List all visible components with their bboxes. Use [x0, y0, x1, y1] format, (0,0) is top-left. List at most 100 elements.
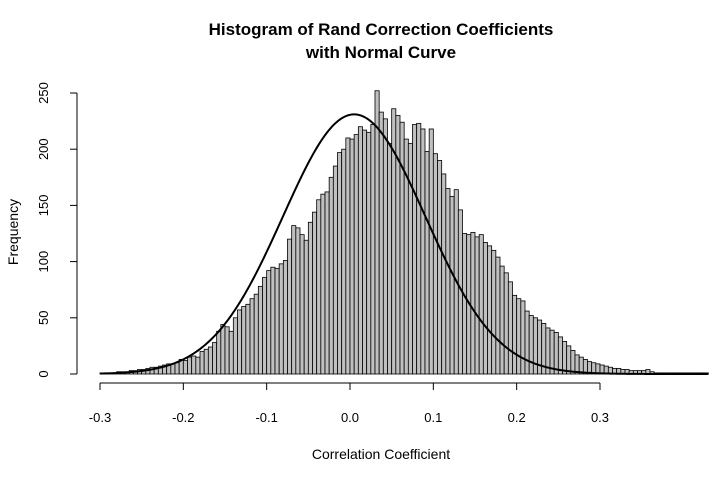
histogram-bar [207, 346, 213, 375]
histogram-bar [237, 309, 243, 375]
histogram-bar [487, 245, 493, 375]
histogram-bar [203, 348, 209, 375]
histogram-bar [432, 153, 438, 375]
histogram-bar [191, 355, 197, 375]
histogram-bar [195, 356, 201, 375]
histogram-bar [362, 129, 368, 375]
histogram-bar [387, 143, 393, 375]
histogram-bar [407, 143, 413, 375]
histogram-bar [232, 317, 238, 375]
histogram-bar [170, 363, 176, 375]
histogram-bar [241, 306, 247, 375]
histogram-bar [253, 293, 259, 375]
histogram-bar [299, 234, 305, 375]
histogram-bar [328, 176, 334, 375]
chart-subtitle: with Normal Curve [305, 43, 456, 62]
histogram-bar [516, 298, 522, 375]
x-tick-label: -0.3 [89, 410, 111, 425]
y-tick-label: 50 [36, 311, 51, 325]
histogram-bar [491, 249, 497, 375]
x-tick-label: 0.2 [508, 410, 526, 425]
histogram-bar [478, 234, 484, 375]
histogram-bar [562, 340, 568, 375]
x-tick-label: 0.0 [341, 410, 359, 425]
histogram-bar [428, 128, 434, 375]
histogram-bar [566, 345, 572, 375]
histogram-bar [503, 272, 509, 375]
histogram-bar [212, 342, 218, 375]
histogram-bar [282, 260, 288, 375]
x-tick-label: 0.1 [424, 410, 442, 425]
histogram-bar [424, 151, 430, 375]
histogram-bar [287, 238, 293, 375]
x-tick-label: -0.1 [255, 410, 277, 425]
histogram-bar [399, 121, 405, 375]
y-axis-label: Frequency [5, 199, 21, 265]
histogram-bar [366, 131, 372, 375]
histogram-bar [332, 165, 338, 375]
histogram-bar [257, 285, 263, 375]
histogram-bar [337, 152, 343, 375]
y-tick-label: 100 [36, 251, 51, 273]
histogram-bar [499, 265, 505, 375]
histogram-bar [182, 360, 188, 375]
histogram-bar [262, 276, 268, 375]
histogram-bar [278, 263, 284, 375]
histogram-bar [291, 225, 297, 375]
histogram-bar [416, 122, 422, 375]
histogram-bar [520, 300, 526, 375]
histogram-bar [512, 294, 518, 375]
histogram-bar [249, 298, 255, 375]
histogram-bar [370, 124, 376, 375]
histogram-bar [570, 349, 576, 375]
histogram-bar [441, 173, 447, 375]
histogram-bar [474, 236, 480, 375]
histogram-bar [524, 310, 530, 375]
histogram-bar [507, 281, 513, 375]
histogram-bar [528, 315, 534, 375]
histogram-bar [224, 326, 230, 375]
histogram-bar [187, 356, 193, 375]
histogram-bar [345, 137, 351, 375]
histogram-bar [295, 227, 301, 375]
histogram-bar [557, 336, 563, 375]
x-tick-label: -0.2 [172, 410, 194, 425]
histogram-bar [482, 242, 488, 375]
histogram-bar [462, 233, 468, 375]
histogram-bar [245, 303, 251, 375]
histogram-bar [437, 160, 443, 375]
normal-curve [99, 113, 709, 375]
histogram-bar [303, 239, 309, 375]
histogram-bar [420, 128, 426, 375]
histogram-bar [316, 199, 322, 375]
histogram-bar [324, 191, 330, 375]
histogram-bar [341, 148, 347, 375]
histogram-bar [349, 138, 355, 375]
histogram-bar [274, 267, 280, 375]
histogram-bar [307, 221, 313, 375]
y-tick-label: 200 [36, 138, 51, 160]
y-tick-label: 250 [36, 82, 51, 104]
histogram-bar [378, 111, 384, 375]
histogram-bar [374, 90, 380, 375]
histogram-bar [320, 193, 326, 375]
histogram-bar [220, 324, 226, 375]
histogram-bar [470, 231, 476, 375]
chart-title: Histogram of Rand Correction Coefficient… [209, 20, 554, 39]
y-tick-label: 150 [36, 195, 51, 217]
histogram-bar [270, 266, 276, 375]
histogram-bar [353, 134, 359, 375]
histogram-bar [216, 330, 222, 375]
histogram-bar [445, 188, 451, 375]
histogram-bar [228, 330, 234, 375]
x-tick-label: 0.3 [591, 410, 609, 425]
histogram-bar [199, 351, 205, 375]
histogram-bar [174, 362, 180, 375]
y-axis: 0 50 100 150 200 250 [36, 82, 78, 378]
histogram-bar [449, 196, 455, 375]
histogram-bar [266, 270, 272, 375]
x-axis-label: Correlation Coefficient [312, 446, 450, 462]
histogram-bar [357, 126, 363, 375]
